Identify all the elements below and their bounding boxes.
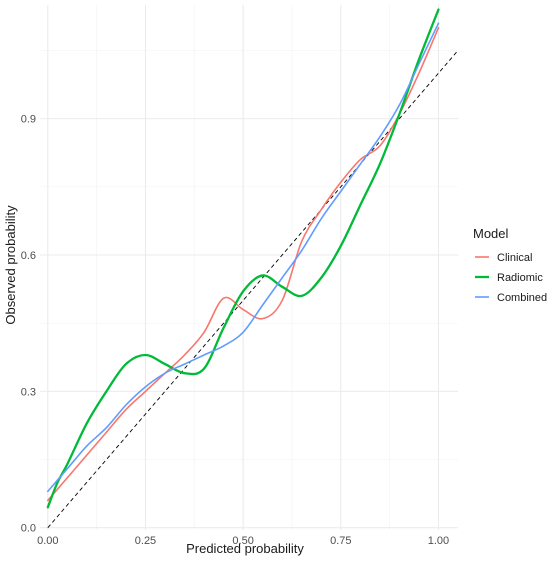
legend-items: Clinical Radiomic Combined xyxy=(475,252,547,304)
minor-gridlines xyxy=(40,5,458,530)
series-line-combined xyxy=(47,22,440,493)
y-tick-label: 0.9 xyxy=(21,114,36,126)
x-tick-label: 0.25 xyxy=(135,535,156,547)
x-axis-tick-labels: 0.00 0.25 0.50 0.75 1.00 xyxy=(37,535,449,547)
series-line-clinical xyxy=(47,26,440,502)
y-tick-label: 0.3 xyxy=(21,386,36,398)
x-axis-title: Predicted probability xyxy=(186,541,304,556)
y-axis-title: Observed probability xyxy=(3,205,18,325)
legend-title: Model xyxy=(473,226,509,241)
legend-label-combined: Combined xyxy=(497,292,547,304)
legend-label-radiomic: Radiomic xyxy=(497,272,543,284)
legend-label-clinical: Clinical xyxy=(497,252,532,264)
x-tick-label: 0.75 xyxy=(330,535,351,547)
x-tick-label: 0.00 xyxy=(37,535,58,547)
y-tick-label: 0.6 xyxy=(21,250,36,262)
x-tick-label: 0.50 xyxy=(232,535,253,547)
series-layer xyxy=(46,8,440,509)
legend: Model Clinical Radiomic Combined xyxy=(473,226,547,304)
major-gridlines xyxy=(40,5,458,530)
y-tick-label: 0.0 xyxy=(21,523,36,535)
x-tick-label: 1.00 xyxy=(428,535,449,547)
y-axis-tick-labels: 0.0 0.3 0.6 0.9 xyxy=(21,114,36,535)
series-line-radiomic xyxy=(46,8,440,509)
